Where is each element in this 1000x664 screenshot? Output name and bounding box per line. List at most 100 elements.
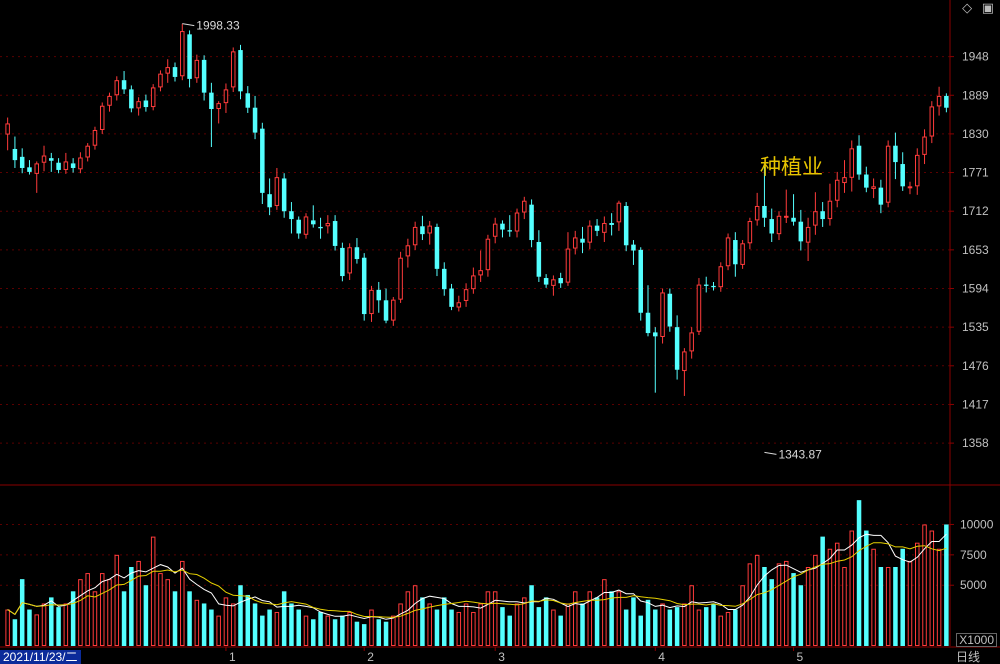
candle[interactable]: [864, 166, 869, 193]
candle[interactable]: [784, 189, 789, 224]
candle[interactable]: [893, 132, 898, 180]
candle[interactable]: [441, 262, 447, 296]
candle[interactable]: [41, 145, 47, 172]
candle[interactable]: [900, 152, 905, 191]
candle[interactable]: [238, 44, 243, 100]
candle[interactable]: [187, 30, 192, 88]
candle[interactable]: [638, 247, 643, 321]
candle[interactable]: [922, 129, 927, 165]
candle[interactable]: [587, 220, 593, 250]
candle[interactable]: [325, 215, 331, 234]
candle[interactable]: [456, 295, 462, 312]
candle[interactable]: [420, 215, 425, 241]
candle[interactable]: [805, 217, 811, 261]
candle[interactable]: [529, 199, 534, 248]
candle[interactable]: [725, 233, 731, 271]
candle[interactable]: [63, 152, 69, 174]
candle[interactable]: [718, 262, 724, 292]
candle[interactable]: [834, 171, 840, 208]
candle[interactable]: [209, 82, 214, 148]
candle[interactable]: [507, 215, 513, 237]
candle[interactable]: [733, 232, 738, 277]
window-icon[interactable]: ▣: [981, 0, 994, 15]
candle[interactable]: [107, 92, 112, 112]
candle[interactable]: [769, 208, 774, 242]
candle[interactable]: [49, 152, 54, 172]
candle[interactable]: [754, 192, 760, 226]
candle[interactable]: [12, 136, 18, 168]
candle[interactable]: [689, 327, 694, 359]
candle[interactable]: [463, 283, 469, 307]
candle[interactable]: [260, 122, 265, 205]
candle[interactable]: [798, 209, 804, 251]
candle[interactable]: [471, 267, 476, 294]
candle[interactable]: [405, 238, 411, 268]
candle[interactable]: [216, 101, 221, 124]
candle[interactable]: [150, 84, 156, 111]
candle[interactable]: [551, 275, 556, 296]
candle[interactable]: [281, 173, 287, 218]
candle[interactable]: [827, 183, 833, 226]
candle[interactable]: [813, 192, 818, 235]
candle[interactable]: [572, 230, 578, 255]
candle[interactable]: [354, 238, 360, 264]
candle[interactable]: [660, 288, 665, 344]
candle[interactable]: [703, 276, 709, 293]
candle[interactable]: [383, 288, 389, 324]
candle[interactable]: [878, 179, 884, 214]
candle[interactable]: [500, 220, 505, 238]
diamond-icon[interactable]: ◇: [962, 0, 973, 15]
candle[interactable]: [99, 102, 105, 134]
candle[interactable]: [791, 194, 796, 226]
candle[interactable]: [434, 223, 440, 277]
candle[interactable]: [92, 126, 98, 150]
candle[interactable]: [369, 285, 374, 322]
candle[interactable]: [158, 70, 163, 92]
candle[interactable]: [391, 297, 396, 326]
candle[interactable]: [427, 221, 432, 245]
candle[interactable]: [114, 76, 120, 101]
candle[interactable]: [674, 315, 680, 380]
candle[interactable]: [303, 213, 309, 239]
candle[interactable]: [70, 158, 76, 173]
candle[interactable]: [536, 230, 542, 282]
candle[interactable]: [485, 234, 491, 277]
candle[interactable]: [19, 148, 25, 174]
candle[interactable]: [332, 215, 338, 251]
candle[interactable]: [478, 250, 483, 282]
candle[interactable]: [85, 143, 90, 162]
candle[interactable]: [245, 86, 251, 113]
candle[interactable]: [136, 97, 141, 116]
candle[interactable]: [944, 93, 949, 113]
candle[interactable]: [885, 140, 891, 208]
candle[interactable]: [194, 54, 200, 83]
candle[interactable]: [449, 283, 454, 311]
candle[interactable]: [201, 55, 207, 101]
candle[interactable]: [558, 272, 563, 288]
candle[interactable]: [121, 71, 127, 94]
candle[interactable]: [667, 288, 673, 332]
candle[interactable]: [289, 202, 294, 234]
candle[interactable]: [376, 281, 382, 313]
candle[interactable]: [143, 94, 149, 112]
candle[interactable]: [914, 148, 920, 195]
candle[interactable]: [230, 47, 236, 92]
candle[interactable]: [223, 83, 229, 113]
candle[interactable]: [580, 226, 585, 254]
candle[interactable]: [252, 95, 258, 140]
candle[interactable]: [56, 158, 61, 174]
candle[interactable]: [740, 240, 745, 269]
candle[interactable]: [616, 200, 622, 231]
candle[interactable]: [849, 140, 855, 192]
period-label[interactable]: 日线: [955, 650, 980, 664]
candle[interactable]: [129, 85, 134, 113]
candle[interactable]: [180, 23, 185, 81]
candle[interactable]: [631, 240, 636, 265]
candle[interactable]: [522, 196, 527, 220]
candle[interactable]: [27, 160, 32, 175]
candle[interactable]: [856, 135, 862, 180]
candle[interactable]: [776, 211, 782, 241]
candle[interactable]: [347, 243, 352, 280]
candle[interactable]: [871, 178, 876, 199]
candle[interactable]: [623, 202, 629, 252]
